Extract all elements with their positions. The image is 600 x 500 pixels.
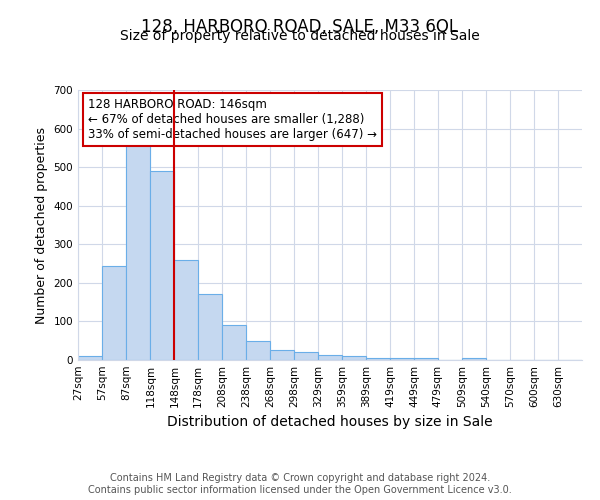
Bar bbox=[222, 326, 246, 360]
Bar bbox=[102, 266, 126, 360]
Bar bbox=[246, 340, 270, 360]
Bar bbox=[151, 171, 175, 360]
Text: Size of property relative to detached houses in Sale: Size of property relative to detached ho… bbox=[120, 29, 480, 43]
Bar bbox=[366, 358, 390, 360]
Bar bbox=[414, 358, 438, 360]
Bar bbox=[462, 358, 485, 360]
Bar bbox=[198, 294, 222, 360]
Text: Contains HM Land Registry data © Crown copyright and database right 2024.
Contai: Contains HM Land Registry data © Crown c… bbox=[88, 474, 512, 495]
Bar bbox=[78, 356, 102, 360]
X-axis label: Distribution of detached houses by size in Sale: Distribution of detached houses by size … bbox=[167, 416, 493, 430]
Bar bbox=[390, 358, 414, 360]
Bar bbox=[175, 260, 198, 360]
Text: 128, HARBORO ROAD, SALE, M33 6QL: 128, HARBORO ROAD, SALE, M33 6QL bbox=[142, 18, 458, 36]
Text: 128 HARBORO ROAD: 146sqm
← 67% of detached houses are smaller (1,288)
33% of sem: 128 HARBORO ROAD: 146sqm ← 67% of detach… bbox=[88, 98, 377, 141]
Bar bbox=[343, 356, 366, 360]
Y-axis label: Number of detached properties: Number of detached properties bbox=[35, 126, 48, 324]
Bar bbox=[294, 352, 319, 360]
Bar bbox=[319, 356, 343, 360]
Bar bbox=[270, 350, 294, 360]
Bar bbox=[126, 140, 149, 360]
